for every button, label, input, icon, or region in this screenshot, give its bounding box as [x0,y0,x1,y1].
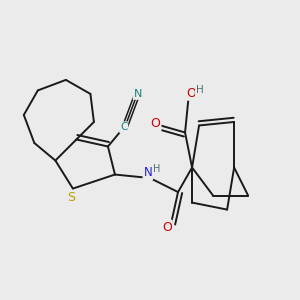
Text: N: N [143,166,152,179]
Text: O: O [151,117,160,130]
Text: H: H [196,85,204,95]
Text: H: H [153,164,161,174]
Text: C: C [120,122,127,132]
Text: O: O [186,87,196,100]
Text: O: O [162,220,172,234]
Text: S: S [67,191,75,204]
Text: N: N [134,89,142,99]
